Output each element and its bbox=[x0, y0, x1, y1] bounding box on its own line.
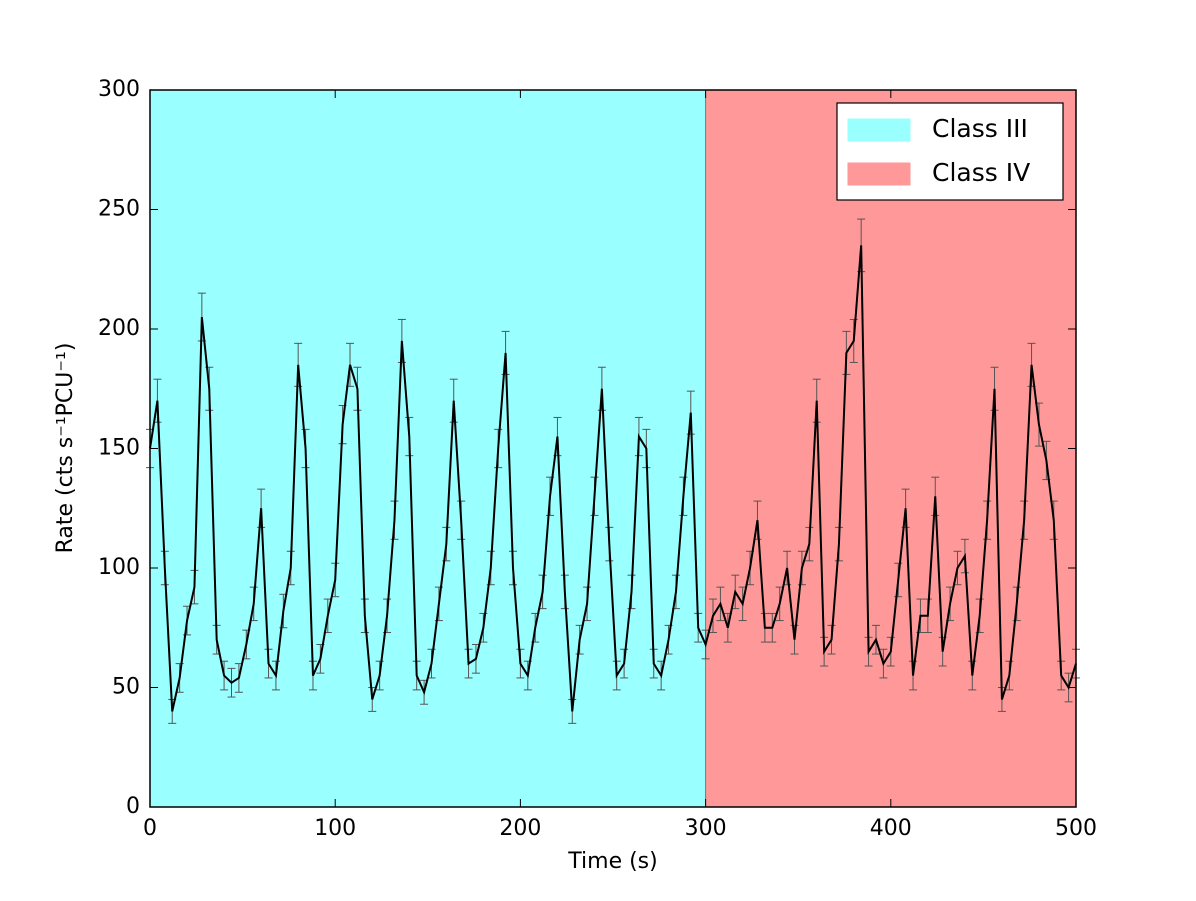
x-tick-label: 500 bbox=[1055, 816, 1097, 841]
y-tick-label: 200 bbox=[98, 316, 140, 341]
region bbox=[705, 90, 1076, 807]
legend-swatch bbox=[847, 118, 911, 142]
x-tick-label: 200 bbox=[499, 816, 541, 841]
plot-frame bbox=[149, 89, 1077, 808]
y-tick-label: 100 bbox=[98, 555, 140, 580]
y-tick-label: 250 bbox=[98, 197, 140, 222]
x-tick-label: 0 bbox=[143, 816, 157, 841]
y-tick-label: 0 bbox=[126, 794, 140, 819]
y-tick-label: 50 bbox=[112, 675, 140, 700]
y-tick-label: 150 bbox=[98, 436, 140, 461]
line bbox=[149, 245, 1077, 712]
legend-label: Class III bbox=[932, 114, 1028, 143]
legend-swatch bbox=[847, 162, 911, 186]
x-tick-label: 100 bbox=[314, 816, 356, 841]
legend-label: Class IV bbox=[932, 158, 1030, 187]
x-tick-label: 300 bbox=[685, 816, 727, 841]
x-tick-label: 400 bbox=[870, 816, 912, 841]
x-axis-label: Time (s) bbox=[567, 849, 657, 874]
region bbox=[150, 90, 706, 807]
y-tick-label: 300 bbox=[98, 77, 140, 102]
y-axis-label: Rate (cts s⁻¹PCU⁻¹) bbox=[53, 343, 78, 554]
